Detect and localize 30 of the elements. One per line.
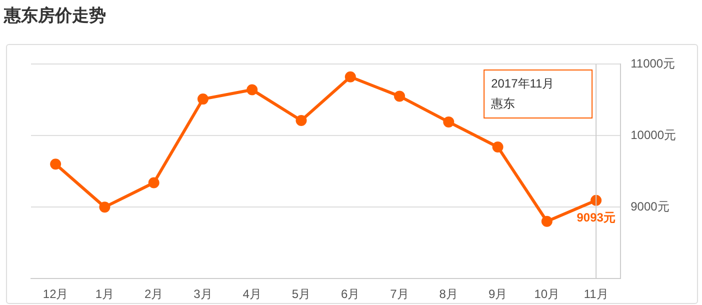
x-tick-label: 5月 xyxy=(292,287,311,302)
chart-title: 惠东房价走势 xyxy=(4,5,106,27)
data-label: 9093元 xyxy=(576,210,616,225)
y-tick-label: 10000元 xyxy=(630,128,676,142)
x-tick-label: 6月 xyxy=(341,287,360,302)
x-tick-label: 9月 xyxy=(488,287,508,302)
x-tick-label: 4月 xyxy=(242,287,262,302)
point xyxy=(443,116,454,128)
x-tick-label: 7月 xyxy=(390,287,409,302)
y-tick-label: 11000元 xyxy=(630,56,676,70)
x-tick-label: 11月 xyxy=(584,287,608,302)
point xyxy=(492,141,504,152)
point xyxy=(148,177,160,188)
point xyxy=(344,71,356,82)
y-tick-label: 9000元 xyxy=(630,199,670,214)
x-tick-label: 8月 xyxy=(439,287,458,302)
point xyxy=(197,94,208,105)
point xyxy=(99,202,110,213)
x-tick-label: 1月 xyxy=(95,287,114,302)
point xyxy=(50,158,62,170)
text: 惠东 xyxy=(490,96,516,110)
point xyxy=(296,115,307,126)
x-tick-label: 3月 xyxy=(194,287,212,302)
x-tick-label: 12月 xyxy=(42,287,68,302)
point xyxy=(541,216,552,227)
point xyxy=(246,84,258,96)
x-tick-label: 2月 xyxy=(144,287,164,302)
point xyxy=(394,90,406,102)
x-tick-label: 10月 xyxy=(534,287,560,302)
annotation: 2017年11月 xyxy=(491,76,554,90)
